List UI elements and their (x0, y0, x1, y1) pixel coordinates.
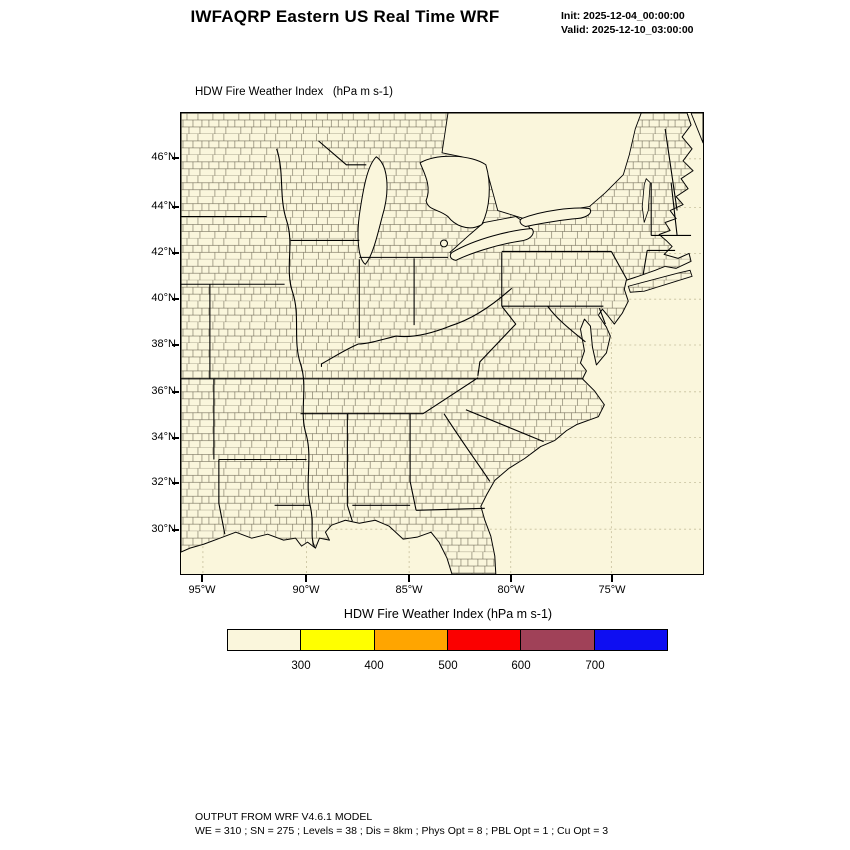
colorbar-tick-label: 300 (291, 660, 311, 672)
colorbar-segment (300, 629, 375, 651)
lake-erie (449, 227, 534, 261)
colorbar-segment (446, 629, 522, 651)
colorbar-tick-label: 700 (585, 660, 605, 672)
lat-tick-mark (172, 206, 179, 208)
colorbar-tick-label: 400 (364, 660, 384, 672)
lat-tick-mark (172, 298, 179, 300)
lake-st-clair (440, 239, 448, 248)
lat-tick-label: 38°N (151, 338, 176, 350)
lon-tick-label: 90°W (292, 584, 320, 596)
lat-tick-label: 40°N (151, 292, 176, 304)
colorbar-segment (593, 629, 668, 651)
map-title: HDW Fire Weather Index (hPa m s-1) (195, 86, 393, 98)
lat-tick-label: 42°N (151, 246, 176, 258)
colorbar-tick-label: 600 (511, 660, 531, 672)
lake-ontario (519, 207, 592, 228)
lake-michigan (357, 156, 388, 266)
lat-tick-label: 46°N (151, 151, 176, 163)
lat-tick-label: 32°N (151, 476, 176, 488)
lon-tick-label: 85°W (395, 584, 423, 596)
lon-tick-mark (510, 575, 512, 582)
lat-tick-mark (172, 391, 179, 393)
colorbar-segment (520, 629, 595, 651)
lat-tick-mark (172, 482, 179, 484)
lat-tick-label: 30°N (151, 523, 176, 535)
lon-tick-label: 75°W (598, 584, 626, 596)
colorbar-tick-label: 500 (438, 660, 458, 672)
lat-tick-label: 36°N (151, 385, 176, 397)
lon-tick-mark (305, 575, 307, 582)
footer-config-line: WE = 310 ; SN = 275 ; Levels = 38 ; Dis … (195, 825, 609, 837)
page-title: IWFAQRP Eastern US Real Time WRF (190, 7, 500, 26)
valid-time-label: Valid: 2025-12-10_03:00:00 (561, 24, 694, 36)
state-borders (181, 128, 692, 548)
map-canvas (180, 112, 704, 575)
lon-tick-mark (611, 575, 613, 582)
footer-model-line: OUTPUT FROM WRF V4.6.1 MODEL (195, 811, 373, 823)
colorbar (227, 629, 668, 651)
lat-tick-label: 34°N (151, 431, 176, 443)
map-frame (180, 112, 704, 575)
colorbar-title: HDW Fire Weather Index (hPa m s-1) (343, 607, 553, 621)
lon-tick-mark (408, 575, 410, 582)
lat-tick-mark (172, 529, 179, 531)
lat-tick-mark (172, 157, 179, 159)
colorbar-segment (373, 629, 448, 651)
lon-tick-label: 95°W (188, 584, 216, 596)
lon-tick-mark (201, 575, 203, 582)
lat-tick-mark (172, 437, 179, 439)
lake-huron (419, 155, 490, 229)
lat-tick-label: 44°N (151, 200, 176, 212)
init-time-label: Init: 2025-12-04_00:00:00 (561, 10, 685, 22)
lat-tick-mark (172, 344, 179, 346)
lon-tick-label: 80°W (497, 584, 525, 596)
long-island-counties (628, 270, 693, 293)
great-lakes (357, 155, 651, 266)
colorbar-segment (227, 629, 302, 651)
lat-tick-mark (172, 252, 179, 254)
lake-champlain (641, 177, 651, 223)
